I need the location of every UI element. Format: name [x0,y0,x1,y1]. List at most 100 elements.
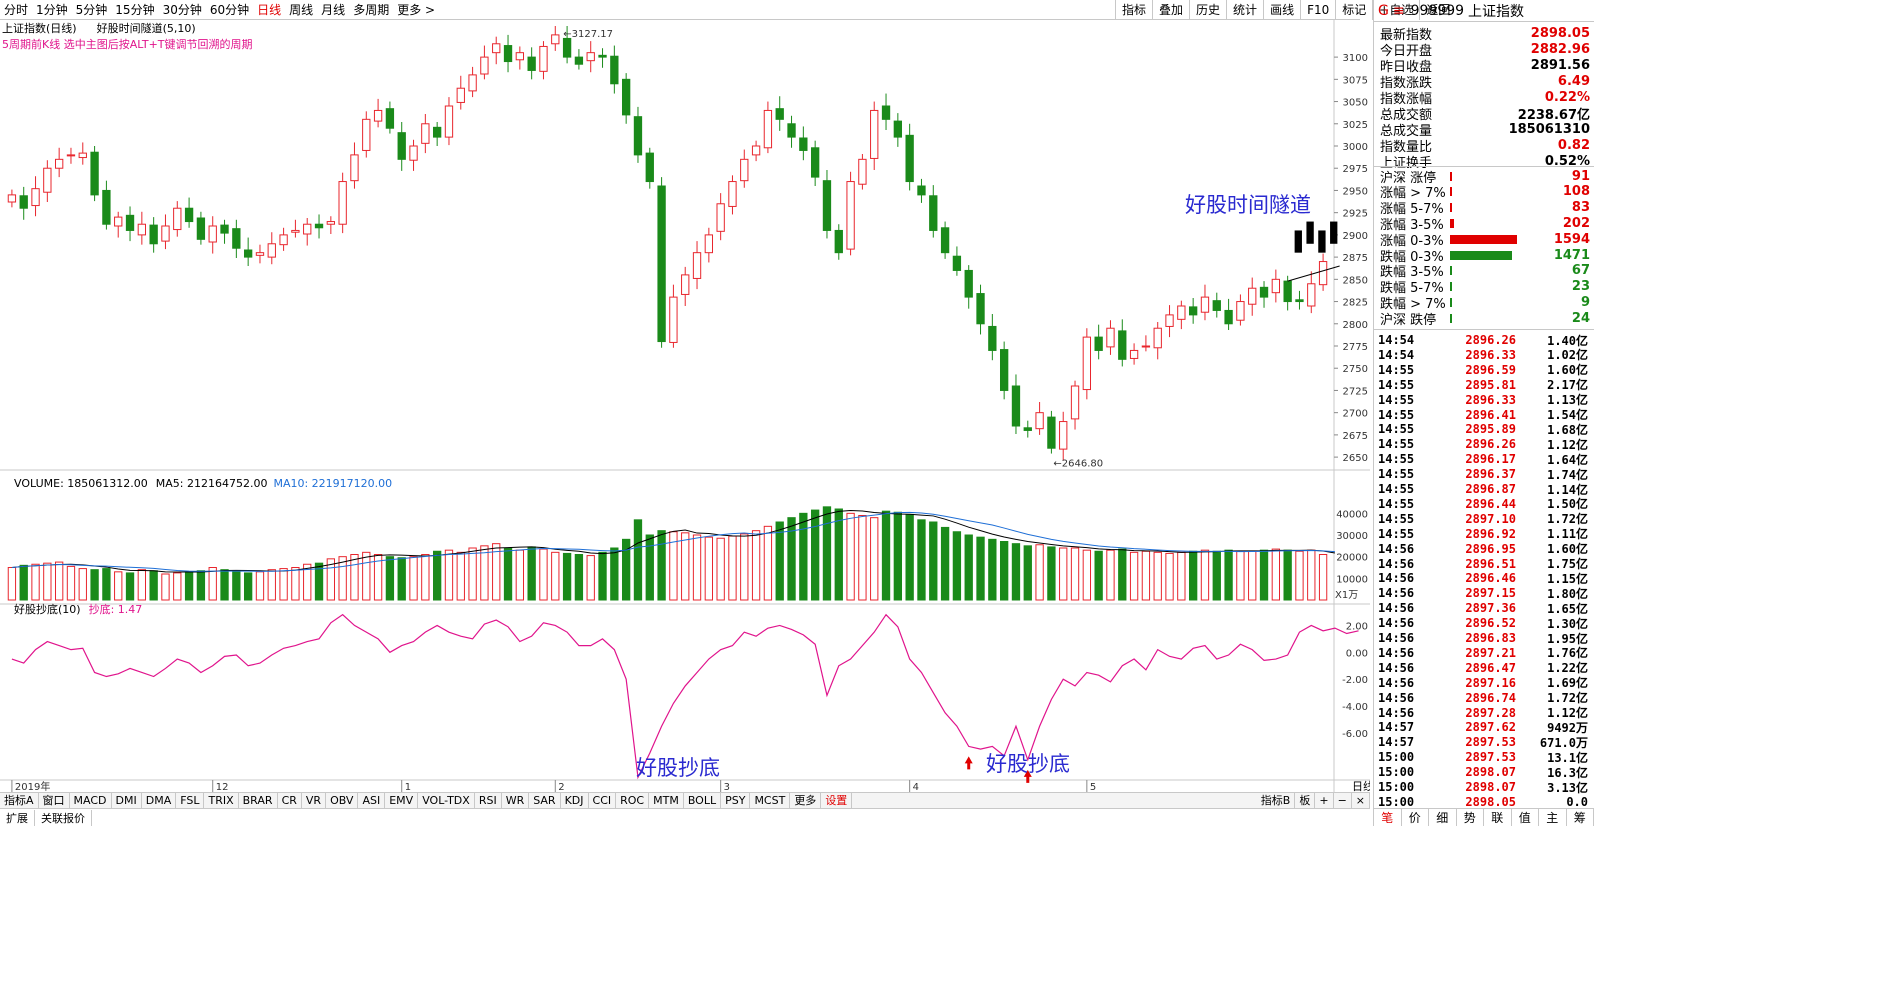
tick-row: 14:55 2895.81 2.17亿 [1374,376,1594,394]
volume-bar [846,512,855,601]
tool-button-7[interactable]: +自选 [1372,0,1419,20]
indicator-tab-16[interactable]: SAR [529,792,561,809]
indicator-tab-6[interactable]: TRIX [204,792,239,809]
indicator-tab-7[interactable]: BRAR [239,792,278,809]
volume-bar [19,564,28,601]
tool-button-8[interactable]: 返回 [1419,0,1456,20]
indicator-tab-22[interactable]: PSY [721,792,751,809]
tool-button-1[interactable]: 叠加 [1152,0,1189,20]
indicator-tab-15[interactable]: WR [502,792,530,809]
candle-body [1153,327,1162,349]
candle-body [1200,296,1210,313]
candle-body [810,147,820,178]
indicator-tab-8[interactable]: CR [278,792,302,809]
candle-body [137,223,147,236]
volume-bar [657,530,666,601]
period-tab-10[interactable]: 更多 > [397,2,436,17]
tick-time: 14:56 [1378,571,1415,586]
indicator-title[interactable]: 好股时间隧道(5,10) [96,22,196,35]
volume-bar [692,534,702,601]
tick-volume: 1.68亿 [1547,422,1588,437]
volume-bar [834,508,843,601]
tick-row: 14:56 2896.83 1.95亿 [1374,629,1594,647]
quote-tab-1[interactable]: 价 [1402,809,1429,826]
tick-volume: 1.65亿 [1547,601,1588,616]
indicator-tab-11[interactable]: ASI [358,792,386,809]
indicator-tab-5[interactable]: FSL [176,792,205,809]
indicator-tab-14[interactable]: RSI [475,792,502,809]
volume-bar [799,512,808,601]
tick-row: 14:55 2896.41 1.54亿 [1374,406,1594,424]
period-label[interactable]: 日线 [1352,779,1370,793]
indicator-tab-24[interactable]: 更多 [790,792,822,809]
chart-canvas[interactable]: 2650 2675 2700 2725 2750 2775 2800 2825 2850 2875… [0,0,1370,808]
candle-body [291,229,300,233]
volume-bar [208,567,217,601]
tool-button-2[interactable]: 历史 [1189,0,1226,20]
tool-button-5[interactable]: F10 [1300,0,1335,20]
period-tab-1[interactable]: 1分钟 [36,2,68,17]
zoom-control-1[interactable]: − [1334,792,1352,809]
indicator-tab-9[interactable]: VR [302,792,327,809]
indicator-tab-17[interactable]: KDJ [561,792,589,809]
indicator-tab-10[interactable]: OBV [326,792,359,809]
breadth-label: 沪深 跌停 [1380,312,1437,328]
indicator-tab-12[interactable]: EMV [385,792,419,809]
menu-icon[interactable]: ≡ [1392,2,1405,19]
candle-body [799,137,808,151]
indicator-tab-23[interactable]: MCST [750,792,791,809]
zoom-control-2[interactable]: × [1352,792,1370,809]
tool-button-0[interactable]: 指标 [1115,0,1152,20]
volume-bar [1318,554,1328,601]
indicator-tab-18[interactable]: CCI [589,792,617,809]
tick-price: 2897.10 [1465,511,1516,526]
indicator-tab-13[interactable]: VOL-TDX [418,792,475,809]
period-tab-0[interactable]: 分时 [4,2,29,17]
quote-tab-7[interactable]: 筹 [1567,809,1594,826]
indicator-tab-0[interactable]: 指标A [0,792,39,809]
period-tab-5[interactable]: 60分钟 [209,2,250,17]
zoom-control-0[interactable]: + [1315,792,1334,809]
period-tab-9[interactable]: 多周期 [353,2,390,17]
quote-tab-3[interactable]: 势 [1457,809,1484,826]
candle-body [31,188,40,207]
price-tick-label: 2850 [1343,275,1368,286]
indicator-tab-2[interactable]: MACD [70,792,112,809]
volume-bar [999,541,1009,601]
indicator-tab-25[interactable]: 设置 [821,792,853,809]
indicator-tab-19[interactable]: ROC [616,792,650,809]
period-tab-4[interactable]: 30分钟 [162,2,202,17]
indicator-tab-1[interactable]: 窗口 [39,792,70,809]
oscillator-line [11,613,1359,780]
quote-tab-5[interactable]: 值 [1512,809,1539,826]
tool-button-6[interactable]: 标记 [1335,0,1372,20]
tick-price: 2896.74 [1465,690,1516,705]
quote-tab-0[interactable]: 笔 [1374,809,1402,826]
tick-time: 14:55 [1378,526,1415,541]
status-item-1[interactable]: 关联报价 [35,809,92,826]
quote-tab-6[interactable]: 主 [1539,809,1567,826]
period-tab-8[interactable]: 月线 [321,2,346,17]
indicator-tab-3[interactable]: DMI [112,792,142,809]
tick-row: 14:56 2896.95 1.60亿 [1374,540,1594,558]
quote-tab-4[interactable]: 联 [1484,809,1512,826]
period-tab-3[interactable]: 15分钟 [115,2,155,17]
period-tab-6[interactable]: 日线 [257,2,282,17]
period-tab-2[interactable]: 5分钟 [75,2,108,17]
indicator-tab-21[interactable]: BOLL [684,792,722,809]
tool-button-4[interactable]: 画线 [1263,0,1300,20]
indicator-b-tab-1[interactable]: 板 [1295,792,1316,809]
status-item-0[interactable]: 扩展 [0,809,35,826]
indicator-tab-4[interactable]: DMA [142,792,177,809]
indicator-b-tab-0[interactable]: 指标B [1257,792,1296,809]
volume-bar [1295,550,1304,601]
tool-button-3[interactable]: 统计 [1226,0,1263,20]
quote-value: 0.52% [1544,154,1590,169]
candle-body [775,108,784,120]
candle-body [527,56,536,71]
candle-body [999,349,1009,391]
candle-body [243,249,253,258]
indicator-tab-20[interactable]: MTM [649,792,684,809]
period-tab-7[interactable]: 周线 [289,2,314,17]
quote-tab-2[interactable]: 细 [1429,809,1457,826]
